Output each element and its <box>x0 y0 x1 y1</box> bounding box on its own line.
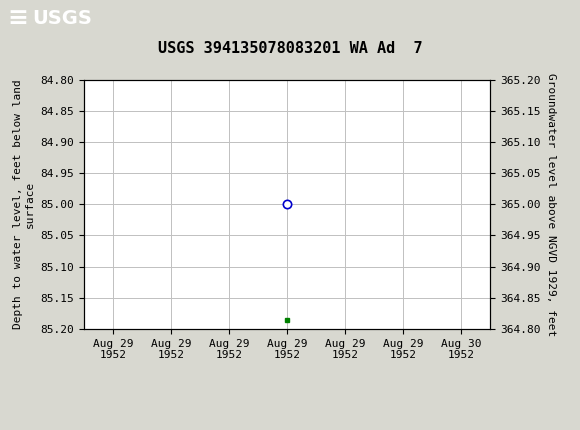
Text: ≡: ≡ <box>7 6 28 30</box>
Text: USGS: USGS <box>32 9 92 28</box>
Y-axis label: Groundwater level above NGVD 1929, feet: Groundwater level above NGVD 1929, feet <box>546 73 556 336</box>
Text: USGS 394135078083201 WA Ad  7: USGS 394135078083201 WA Ad 7 <box>158 41 422 56</box>
Y-axis label: Depth to water level, feet below land
surface: Depth to water level, feet below land su… <box>13 80 35 329</box>
